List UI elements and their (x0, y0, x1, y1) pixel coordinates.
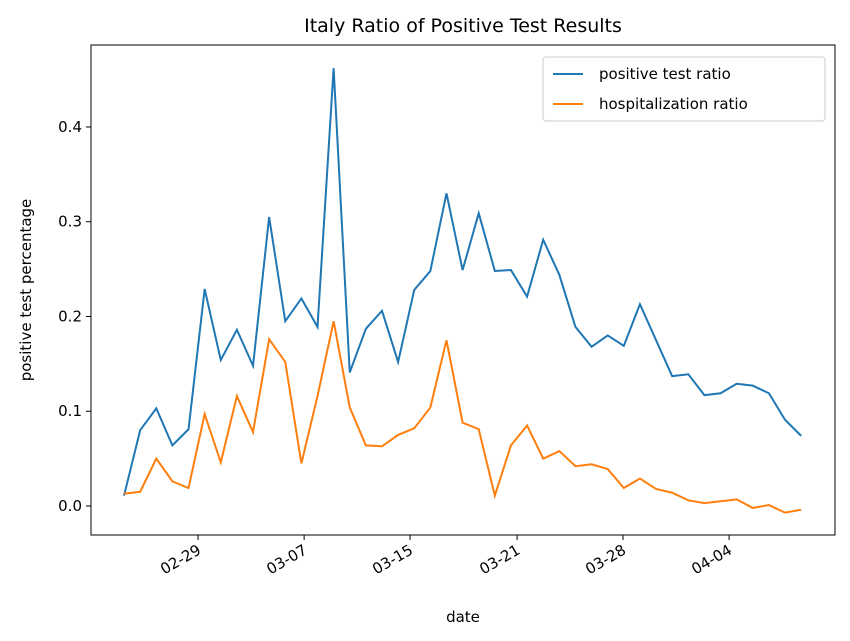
series-line (123, 68, 802, 496)
x-tick-label: 02-29 (157, 541, 204, 578)
x-tick-label: 03-21 (476, 541, 523, 578)
legend-label: hospitalization ratio (599, 95, 748, 113)
y-tick-label: 0.3 (58, 213, 82, 231)
x-tick-label: 03-28 (582, 541, 629, 578)
y-tick-label: 0.2 (58, 307, 82, 325)
y-tick-label: 0.1 (58, 402, 82, 420)
series-line (123, 321, 802, 514)
chart-title: Italy Ratio of Positive Test Results (304, 15, 622, 37)
y-tick-label: 0.0 (58, 497, 82, 515)
plot-frame (90, 44, 836, 536)
x-axis-label: date (446, 608, 480, 626)
x-tick-label: 03-15 (369, 541, 416, 578)
legend-box (542, 56, 826, 122)
x-tick-label: 04-04 (688, 541, 735, 578)
legend-label: positive test ratio (599, 65, 731, 83)
x-tick-label: 03-07 (263, 541, 310, 578)
y-tick-label: 0.4 (58, 118, 82, 136)
y-axis-label: positive test percentage (17, 199, 35, 382)
